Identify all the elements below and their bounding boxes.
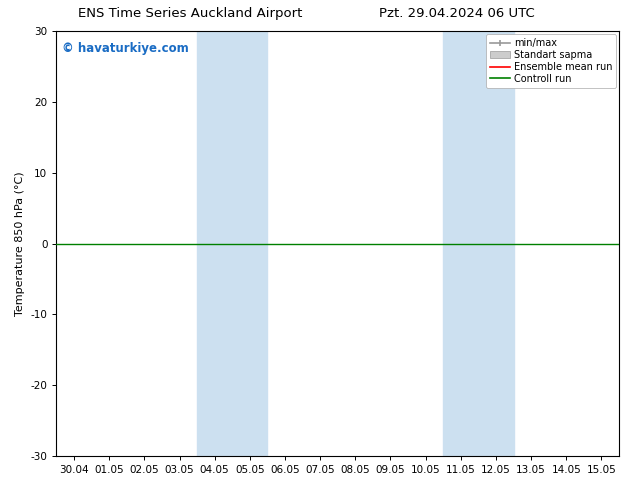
- Bar: [197, 31, 268, 456]
- Y-axis label: Temperature 850 hPa (°C): Temperature 850 hPa (°C): [15, 172, 25, 316]
- Bar: [443, 31, 514, 456]
- Text: Pzt. 29.04.2024 06 UTC: Pzt. 29.04.2024 06 UTC: [378, 7, 534, 21]
- Text: © havaturkiye.com: © havaturkiye.com: [62, 42, 189, 55]
- Text: ENS Time Series Auckland Airport: ENS Time Series Auckland Airport: [78, 7, 302, 21]
- Legend: min/max, Standart sapma, Ensemble mean run, Controll run: min/max, Standart sapma, Ensemble mean r…: [486, 34, 616, 88]
